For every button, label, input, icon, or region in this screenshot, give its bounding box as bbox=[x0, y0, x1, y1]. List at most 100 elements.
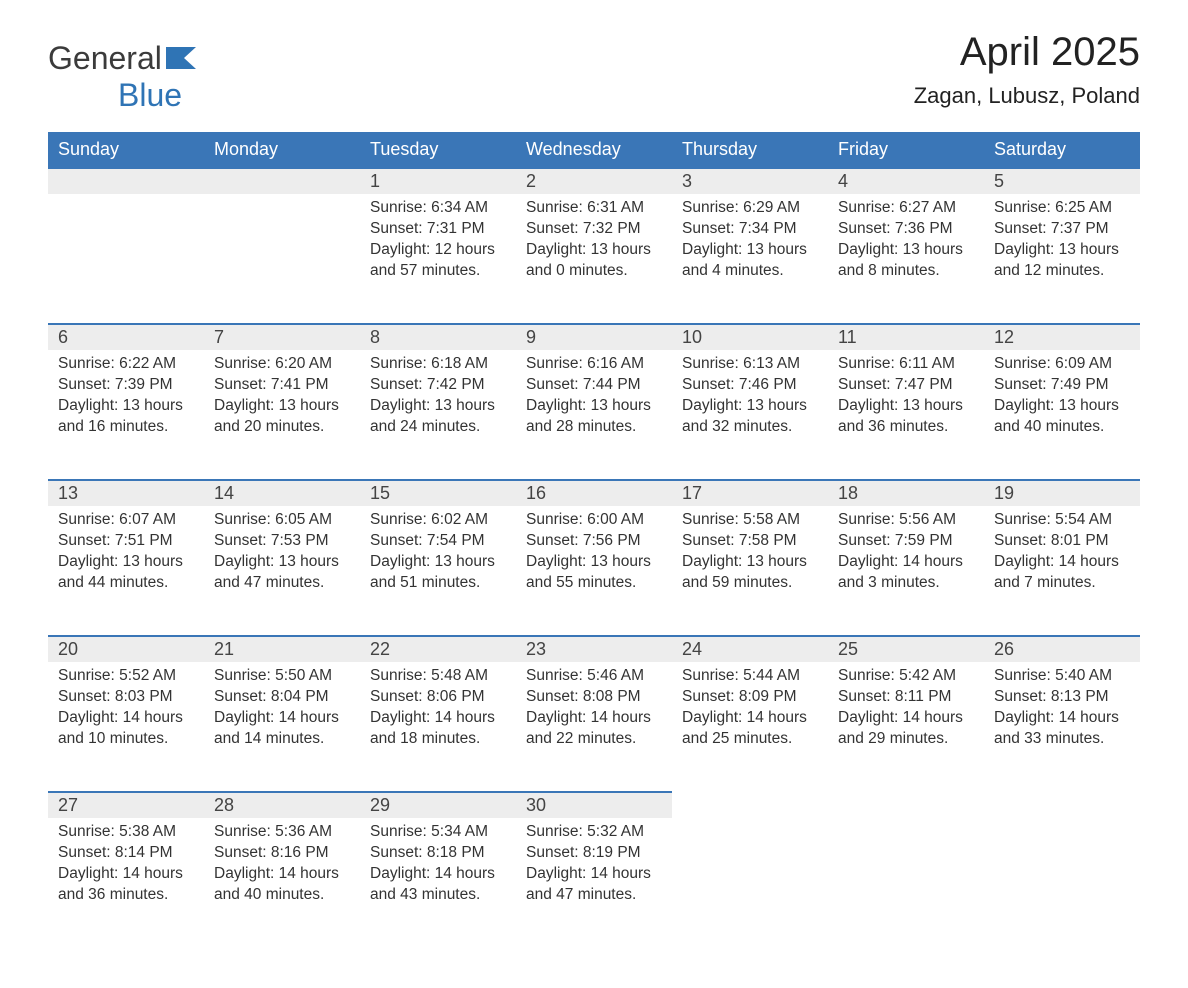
daynum-cell: 30 bbox=[516, 792, 672, 818]
daynum-cell: 24 bbox=[672, 636, 828, 662]
empty-content-cell bbox=[828, 818, 984, 948]
day-content-cell: Sunrise: 5:46 AMSunset: 8:08 PMDaylight:… bbox=[516, 662, 672, 792]
calendar-body: 12345Sunrise: 6:34 AMSunset: 7:31 PMDayl… bbox=[48, 168, 1140, 948]
day-content-cell: Sunrise: 6:18 AMSunset: 7:42 PMDaylight:… bbox=[360, 350, 516, 480]
weekday-header: Wednesday bbox=[516, 132, 672, 168]
day-number: 17 bbox=[682, 483, 702, 503]
daynum-cell: 14 bbox=[204, 480, 360, 506]
day-number: 9 bbox=[526, 327, 536, 347]
daynum-cell: 4 bbox=[828, 168, 984, 194]
day-content-cell: Sunrise: 5:50 AMSunset: 8:04 PMDaylight:… bbox=[204, 662, 360, 792]
day-content-cell: Sunrise: 6:13 AMSunset: 7:46 PMDaylight:… bbox=[672, 350, 828, 480]
daynum-cell: 8 bbox=[360, 324, 516, 350]
week-content-row: Sunrise: 6:34 AMSunset: 7:31 PMDaylight:… bbox=[48, 194, 1140, 324]
empty-content-cell bbox=[984, 818, 1140, 948]
day-content-cell: Sunrise: 6:34 AMSunset: 7:31 PMDaylight:… bbox=[360, 194, 516, 324]
week-content-row: Sunrise: 5:52 AMSunset: 8:03 PMDaylight:… bbox=[48, 662, 1140, 792]
brand-part2: Blue bbox=[118, 77, 182, 113]
day-number: 3 bbox=[682, 171, 692, 191]
day-number: 4 bbox=[838, 171, 848, 191]
daynum-cell: 25 bbox=[828, 636, 984, 662]
day-content-cell: Sunrise: 5:36 AMSunset: 8:16 PMDaylight:… bbox=[204, 818, 360, 948]
week-content-row: Sunrise: 6:22 AMSunset: 7:39 PMDaylight:… bbox=[48, 350, 1140, 480]
day-content-cell: Sunrise: 6:07 AMSunset: 7:51 PMDaylight:… bbox=[48, 506, 204, 636]
day-number: 29 bbox=[370, 795, 390, 815]
day-content-cell: Sunrise: 5:44 AMSunset: 8:09 PMDaylight:… bbox=[672, 662, 828, 792]
weekday-header-row: SundayMondayTuesdayWednesdayThursdayFrid… bbox=[48, 132, 1140, 168]
week-content-row: Sunrise: 5:38 AMSunset: 8:14 PMDaylight:… bbox=[48, 818, 1140, 948]
day-content-cell: Sunrise: 5:32 AMSunset: 8:19 PMDaylight:… bbox=[516, 818, 672, 948]
empty-content-cell bbox=[204, 194, 360, 324]
empty-daynum-cell bbox=[204, 168, 360, 194]
page-title: April 2025 bbox=[914, 30, 1140, 75]
daynum-cell: 2 bbox=[516, 168, 672, 194]
page-subtitle: Zagan, Lubusz, Poland bbox=[914, 83, 1140, 109]
daynum-cell: 22 bbox=[360, 636, 516, 662]
daynum-cell: 27 bbox=[48, 792, 204, 818]
day-content-cell: Sunrise: 6:27 AMSunset: 7:36 PMDaylight:… bbox=[828, 194, 984, 324]
day-content-cell: Sunrise: 6:05 AMSunset: 7:53 PMDaylight:… bbox=[204, 506, 360, 636]
day-content-cell: Sunrise: 5:38 AMSunset: 8:14 PMDaylight:… bbox=[48, 818, 204, 948]
daynum-cell: 6 bbox=[48, 324, 204, 350]
day-content-cell: Sunrise: 6:11 AMSunset: 7:47 PMDaylight:… bbox=[828, 350, 984, 480]
day-number: 24 bbox=[682, 639, 702, 659]
day-number: 14 bbox=[214, 483, 234, 503]
title-block: April 2025 Zagan, Lubusz, Poland bbox=[914, 30, 1140, 109]
week-daynum-row: 67 89 10 11 12 bbox=[48, 324, 1140, 350]
calendar-thead: SundayMondayTuesdayWednesdayThursdayFrid… bbox=[48, 132, 1140, 168]
day-number: 2 bbox=[526, 171, 536, 191]
empty-daynum-cell bbox=[48, 168, 204, 194]
day-number: 30 bbox=[526, 795, 546, 815]
empty-content-cell bbox=[672, 818, 828, 948]
day-content-cell: Sunrise: 5:48 AMSunset: 8:06 PMDaylight:… bbox=[360, 662, 516, 792]
empty-daynum-cell bbox=[828, 792, 984, 818]
empty-daynum-cell bbox=[984, 792, 1140, 818]
week-daynum-row: 13141516171819 bbox=[48, 480, 1140, 506]
daynum-cell: 10 bbox=[672, 324, 828, 350]
day-content-cell: Sunrise: 5:40 AMSunset: 8:13 PMDaylight:… bbox=[984, 662, 1140, 792]
daynum-cell: 19 bbox=[984, 480, 1140, 506]
daynum-cell: 11 bbox=[828, 324, 984, 350]
day-content-cell: Sunrise: 6:02 AMSunset: 7:54 PMDaylight:… bbox=[360, 506, 516, 636]
day-number: 26 bbox=[994, 639, 1014, 659]
week-content-row: Sunrise: 6:07 AMSunset: 7:51 PMDaylight:… bbox=[48, 506, 1140, 636]
day-number: 23 bbox=[526, 639, 546, 659]
day-number: 5 bbox=[994, 171, 1004, 191]
day-content-cell: Sunrise: 6:31 AMSunset: 7:32 PMDaylight:… bbox=[516, 194, 672, 324]
weekday-header: Friday bbox=[828, 132, 984, 168]
day-content-cell: Sunrise: 6:25 AMSunset: 7:37 PMDaylight:… bbox=[984, 194, 1140, 324]
day-content-cell: Sunrise: 6:29 AMSunset: 7:34 PMDaylight:… bbox=[672, 194, 828, 324]
daynum-cell: 16 bbox=[516, 480, 672, 506]
daynum-cell: 12 bbox=[984, 324, 1140, 350]
day-number: 21 bbox=[214, 639, 234, 659]
week-daynum-row: 27 28 29 30 bbox=[48, 792, 1140, 818]
day-number: 25 bbox=[838, 639, 858, 659]
weekday-header: Monday bbox=[204, 132, 360, 168]
daynum-cell: 29 bbox=[360, 792, 516, 818]
week-daynum-row: 20212223242526 bbox=[48, 636, 1140, 662]
day-number: 12 bbox=[994, 327, 1014, 347]
day-number: 19 bbox=[994, 483, 1014, 503]
day-number: 7 bbox=[214, 327, 224, 347]
day-number: 1 bbox=[370, 171, 380, 191]
daynum-cell: 23 bbox=[516, 636, 672, 662]
day-number: 11 bbox=[838, 327, 857, 347]
daynum-cell: 18 bbox=[828, 480, 984, 506]
day-number: 10 bbox=[682, 327, 702, 347]
day-number: 28 bbox=[214, 795, 234, 815]
weekday-header: Tuesday bbox=[360, 132, 516, 168]
daynum-cell: 5 bbox=[984, 168, 1140, 194]
day-content-cell: Sunrise: 5:54 AMSunset: 8:01 PMDaylight:… bbox=[984, 506, 1140, 636]
day-number: 27 bbox=[58, 795, 78, 815]
day-content-cell: Sunrise: 5:42 AMSunset: 8:11 PMDaylight:… bbox=[828, 662, 984, 792]
daynum-cell: 7 bbox=[204, 324, 360, 350]
day-content-cell: Sunrise: 6:00 AMSunset: 7:56 PMDaylight:… bbox=[516, 506, 672, 636]
day-content-cell: Sunrise: 5:56 AMSunset: 7:59 PMDaylight:… bbox=[828, 506, 984, 636]
daynum-cell: 9 bbox=[516, 324, 672, 350]
daynum-cell: 15 bbox=[360, 480, 516, 506]
daynum-cell: 17 bbox=[672, 480, 828, 506]
day-content-cell: Sunrise: 6:22 AMSunset: 7:39 PMDaylight:… bbox=[48, 350, 204, 480]
day-number: 15 bbox=[370, 483, 390, 503]
page-header: General Blue April 2025 Zagan, Lubusz, P… bbox=[48, 30, 1140, 114]
day-content-cell: Sunrise: 5:34 AMSunset: 8:18 PMDaylight:… bbox=[360, 818, 516, 948]
